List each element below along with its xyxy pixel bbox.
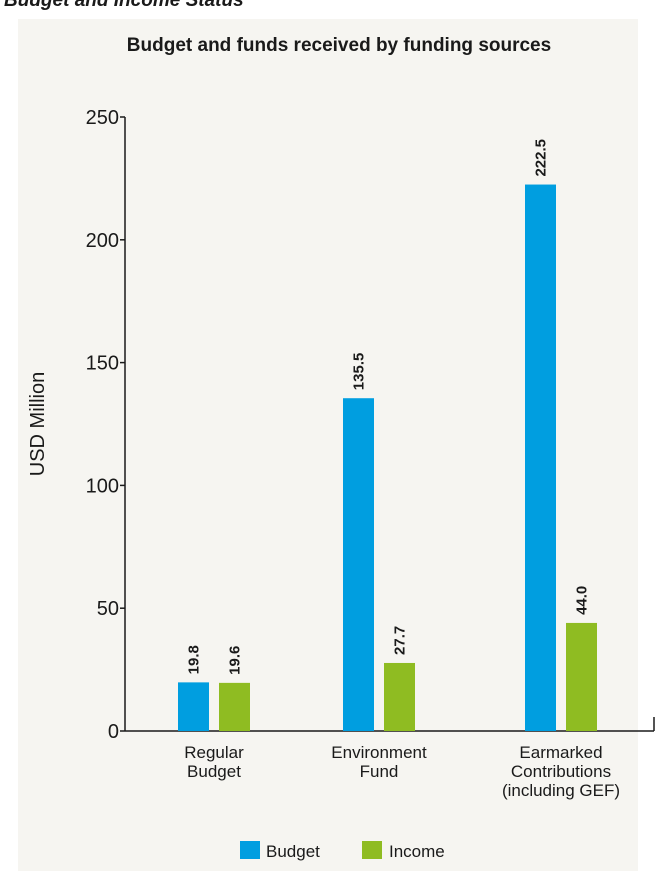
bar-income — [566, 622, 597, 731]
value-label: 19.6 — [227, 646, 244, 675]
y-tick-label: 150 — [86, 353, 119, 375]
y-axis-title: USD Million — [27, 372, 49, 476]
y-tick-label: 200 — [86, 230, 119, 252]
value-label: 44.0 — [574, 586, 591, 615]
legend-label-budget: Budget — [266, 842, 320, 861]
value-label: 222.5 — [533, 139, 550, 177]
legend-label-income: Income — [389, 842, 445, 861]
y-axis: 0 50 100 150 200 250 — [86, 107, 655, 743]
value-label: 27.7 — [392, 626, 409, 655]
legend-swatch-income — [362, 841, 382, 859]
category-label: Earmarked Contributions (including GEF) — [502, 743, 620, 800]
y-tick-label: 0 — [108, 721, 119, 743]
category-label: Regular Budget — [184, 743, 244, 781]
category-label: Environment Fund — [331, 743, 427, 781]
chart-title: Budget and funds received by funding sou… — [127, 35, 551, 56]
bar-budget — [178, 682, 209, 731]
bars — [178, 184, 597, 732]
page-heading: Budget and Income Status — [4, 0, 244, 11]
y-tick-label: 100 — [86, 475, 119, 497]
category-labels: Regular Budget Environment Fund Earmarked Con… — [184, 743, 620, 800]
value-label: 135.5 — [351, 353, 368, 391]
bar-income — [384, 662, 415, 731]
y-tick-label: 50 — [97, 598, 119, 620]
legend-swatch-budget — [240, 841, 260, 859]
y-tick-label: 250 — [86, 107, 119, 129]
value-labels: 19.8 19.6 135.5 27.7 222.5 44.0 — [186, 139, 591, 675]
bar-income — [219, 682, 250, 731]
legend: Budget Income — [240, 841, 445, 861]
bar-budget — [525, 184, 556, 732]
value-label: 19.8 — [186, 645, 203, 674]
bar-budget — [343, 398, 374, 731]
